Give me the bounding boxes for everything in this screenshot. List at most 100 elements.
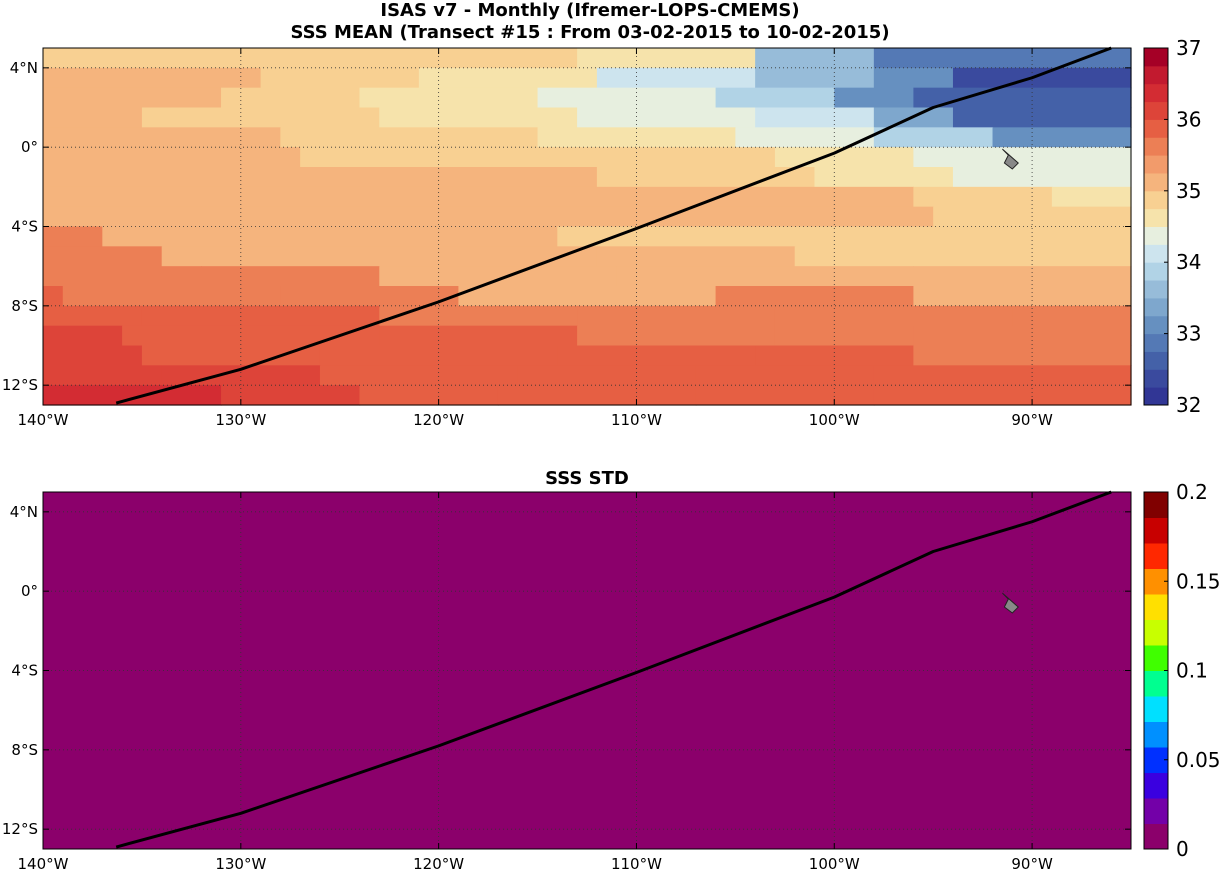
y-tick-label: 12°S (2, 820, 38, 838)
colorbar-swatch (1144, 645, 1168, 671)
salinity-cell (517, 365, 697, 386)
colorbar-swatch (1144, 280, 1168, 299)
salinity-cell (161, 246, 400, 267)
colorbar-swatch (1144, 65, 1168, 85)
figure-title-line-1: ISAS v7 - Monthly (Ifremer-LOPS-CMEMS) (380, 0, 800, 21)
y-tick-label: 0° (21, 582, 38, 600)
salinity-cell (992, 127, 1132, 148)
colorbar-swatch (1144, 517, 1168, 544)
salinity-cell (695, 365, 875, 386)
salinity-cell (1051, 186, 1132, 208)
x-tick-label: 110°W (611, 855, 662, 871)
transect-line (115, 490, 1112, 849)
salinity-cell (577, 147, 776, 168)
colorbar-tick-label: 0.05 (1176, 748, 1221, 772)
colorbar-swatch (1144, 798, 1168, 824)
y-tick-label: 12°S (2, 376, 38, 394)
salinity-cell (755, 48, 875, 69)
salinity-cell (319, 345, 558, 366)
salinity-cell (913, 147, 1132, 168)
salinity-cell (379, 325, 578, 347)
colorbar-swatch (1144, 172, 1168, 192)
salinity-cell (458, 286, 717, 307)
salinity-cell (774, 147, 914, 168)
colorbar: 0 0.05 0.1 0.15 0.2 (1143, 480, 1221, 861)
colorbar-swatch (1144, 492, 1168, 518)
y-tick-label: 4°S (11, 218, 38, 236)
colorbar-swatch (1144, 594, 1168, 620)
salinity-cell (1012, 305, 1132, 327)
salinity-cell (814, 167, 954, 188)
salinity-cell (43, 107, 143, 128)
salinity-cell (43, 246, 163, 267)
salinity-cell (319, 365, 519, 386)
salinity-cell (715, 87, 835, 109)
salinity-cell (497, 385, 697, 406)
salinity-cell (834, 87, 914, 109)
salinity-cell (873, 127, 994, 148)
salinity-cell (715, 286, 914, 307)
salinity-cell (577, 107, 756, 128)
salinity-cell (755, 345, 914, 366)
salinity-cell (300, 186, 914, 208)
y-tick-label: 4°N (10, 59, 38, 77)
salinity-cell (141, 107, 380, 128)
salinity-cell (141, 305, 380, 327)
salinity-cell (596, 167, 816, 188)
colorbar-swatch (1144, 226, 1168, 245)
salinity-cell (755, 107, 875, 128)
salinity-cell (141, 345, 321, 366)
colorbar-tick-label: 0.1 (1176, 659, 1208, 683)
salinity-cell (873, 365, 1132, 386)
salinity-cell (280, 286, 460, 307)
colorbar-tick-label: 37 (1176, 36, 1201, 60)
salinity-cell (952, 167, 1132, 188)
y-tick-label: 8°S (11, 741, 38, 759)
x-tick-label: 120°W (413, 411, 464, 429)
salinity-cell (873, 48, 1132, 69)
salinity-cell (43, 365, 163, 386)
salinity-cell (557, 226, 914, 247)
salinity-cell (43, 226, 103, 247)
salinity-cell (913, 325, 1132, 347)
salinity-cell (43, 305, 143, 327)
colorbar-swatch (1144, 387, 1168, 406)
salinity-cell (735, 127, 875, 148)
colorbar-tick-label: 36 (1176, 107, 1201, 131)
salinity-cell (379, 107, 578, 128)
y-tick-label: 4°S (11, 662, 38, 680)
salinity-cell (260, 67, 420, 89)
colorbar-swatch (1144, 351, 1168, 370)
salinity-cell (300, 147, 578, 168)
salinity-cell (280, 127, 539, 148)
salinity-cell (952, 67, 1132, 89)
salinity-cell (43, 167, 361, 188)
salinity-cell (359, 87, 539, 109)
colorbar-swatch (1144, 772, 1168, 799)
x-tick-label: 130°W (215, 855, 266, 871)
salinity-cell (359, 385, 499, 406)
salinity-cell (379, 48, 578, 69)
salinity-cell (794, 246, 954, 267)
x-tick-label: 140°W (18, 411, 69, 429)
salinity-cell (201, 266, 380, 287)
salinity-cell (43, 147, 301, 168)
x-tick-label: 90°W (1011, 855, 1053, 871)
colorbar-swatch (1144, 190, 1168, 210)
chart-panel-1: 140°W 130°W 120°W 110°W 100°W 90°W 4°N 0° 4°S 8°S… (2, 36, 1202, 429)
colorbar-swatch (1144, 244, 1168, 263)
salinity-cell (596, 246, 796, 267)
x-tick-label: 90°W (1011, 411, 1053, 429)
colorbar-tick-label: 35 (1176, 179, 1201, 203)
colorbar-swatch (1144, 208, 1168, 227)
salinity-cell (873, 385, 1132, 406)
salinity-cell (577, 305, 776, 327)
salinity-cell (379, 305, 578, 327)
salinity-cell (952, 246, 1132, 267)
x-tick-label: 130°W (215, 411, 266, 429)
salinity-cell (122, 325, 380, 347)
chart-panel-2: SSS STD 140°W 130°W 120°W 110°W 100°W 90°W 4°N 0… (2, 468, 1221, 871)
colorbar-swatch (1144, 262, 1168, 281)
salinity-cell (399, 246, 598, 267)
salinity-cell (537, 127, 736, 148)
